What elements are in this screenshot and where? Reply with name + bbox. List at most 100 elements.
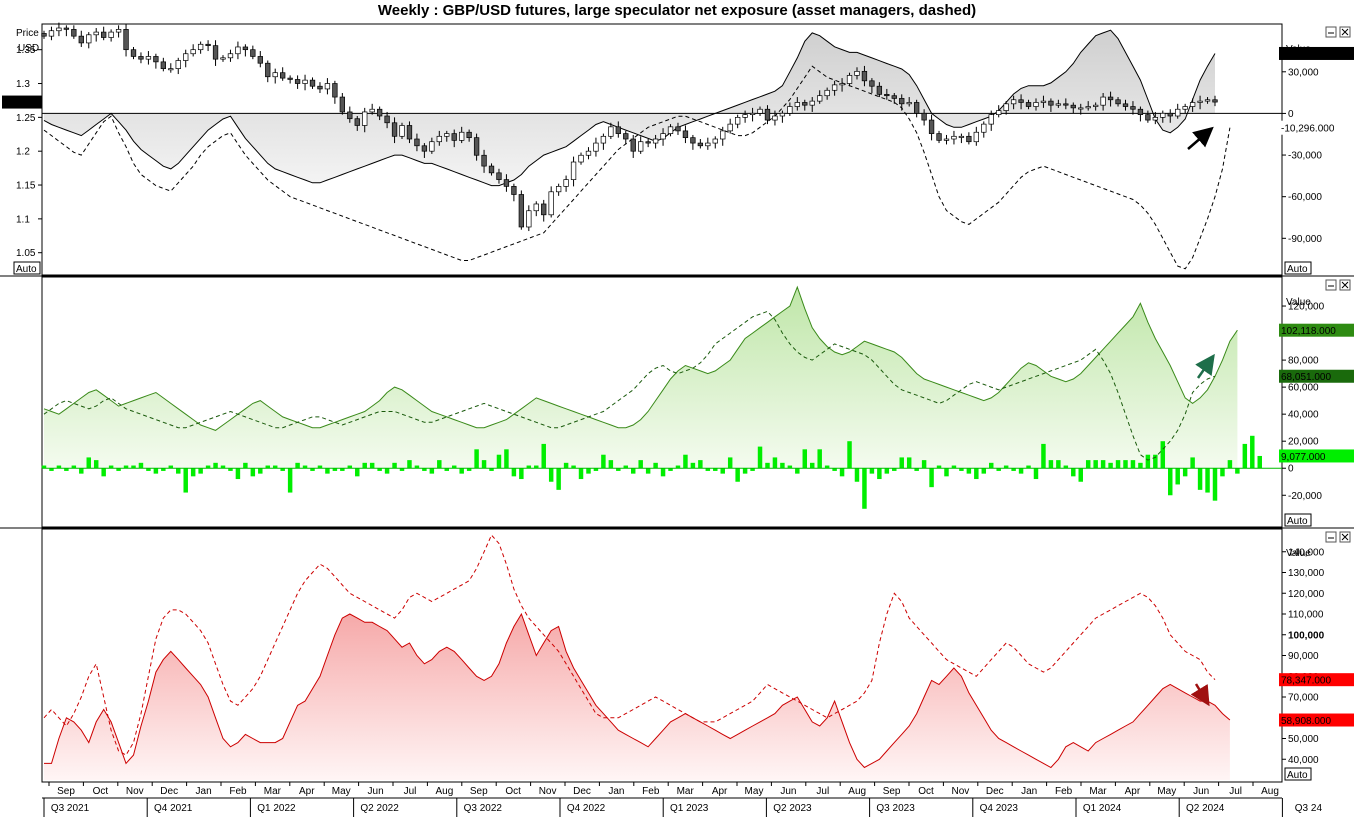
candle-body [451,133,457,141]
candle [705,137,711,150]
candle-body [705,142,711,147]
candle [324,78,331,95]
weekly-change-bar [56,465,62,469]
candle [130,46,137,60]
weekly-change-bar [1220,468,1225,477]
long-pane-window-buttons[interactable] [1325,279,1351,291]
y-tick-label: 30,000 [1288,67,1319,78]
auto-scale-box[interactable] [1284,513,1312,527]
candle-body [93,31,99,36]
value-badge-bg [1279,673,1354,687]
month-label: Jan [1021,786,1037,797]
candle [1175,103,1181,119]
quarter-label: Q1 2024 [1083,803,1122,814]
weekly-change-bar [936,465,942,469]
weekly-change-bar [347,465,353,469]
weekly-change-bar [168,465,174,469]
auto-scale-label[interactable]: Auto [1287,264,1308,275]
candle-body [779,112,786,117]
candle-body [734,117,741,125]
candle-body [913,102,920,114]
candle [928,114,935,141]
candle-body [772,115,778,121]
candle [526,205,532,232]
candle-body [399,125,405,137]
month-label: Feb [642,786,660,797]
weekly-change-bar [526,465,532,469]
auto-scale-toggle[interactable]: Auto [1284,513,1312,527]
weekly-change-bar [601,454,606,469]
candle-body [593,142,599,152]
candle [101,26,107,41]
weekly-change-bar [496,454,502,469]
weekly-change-bar [198,468,203,474]
asset-manager-net-line [43,65,1231,270]
candle [93,28,99,42]
weekly-change-bar [727,457,733,469]
auto-scale-label[interactable]: Auto [16,264,37,275]
weekly-change-bar [780,462,785,469]
candle-body [324,83,331,90]
candle-body [1160,112,1166,118]
weekly-change-bar [1041,443,1046,469]
candle [675,122,681,135]
candle [839,78,845,92]
candle [824,87,830,100]
quarter-label: Q1 2022 [257,803,296,814]
weekly-change-bar [1108,462,1113,469]
candle [280,67,286,81]
candle [921,109,927,126]
auto-scale-toggle[interactable]: Auto [1284,261,1312,275]
weekly-change-bar [362,462,367,469]
candle-body [943,138,950,141]
month-label: Mar [677,786,695,797]
minimize-icon[interactable] [1325,531,1337,543]
minimize-icon[interactable] [1325,279,1337,291]
candle-body [787,106,793,114]
weekly-change-bar [295,462,300,469]
candle [1182,103,1188,114]
weekly-change-bar [892,468,897,471]
price-pane-window-buttons[interactable] [1325,26,1351,38]
candle-body [466,131,472,139]
auto-scale-label[interactable]: Auto [1287,770,1308,781]
candle-body [638,141,644,152]
weekly-change-bar [1212,468,1218,501]
candle-body [115,29,122,33]
auto-scale-label[interactable]: Auto [1287,516,1308,527]
candle-body [473,137,480,156]
quarter-label: Q2 2024 [1186,803,1225,814]
auto-scale-box[interactable] [1284,261,1312,275]
quarter-label: Q1 2023 [670,803,709,814]
candle-body [884,93,890,97]
auto-scale-box[interactable] [13,261,41,275]
candle [764,105,771,125]
weekly-change-bar [504,449,509,469]
candle [145,51,152,65]
candle-body [615,126,621,134]
candle [41,30,47,39]
value-badge-bg [1278,120,1354,135]
month-label: Nov [952,786,970,797]
candle [817,90,823,104]
candle-body [421,145,428,152]
weekly-change-bar [49,468,54,471]
weekly-change-bar [131,465,136,469]
month-label: Dec [573,786,591,797]
candle [190,44,196,57]
auto-scale-toggle[interactable]: Auto [13,261,41,275]
candle [936,130,942,144]
candle-body [153,56,159,63]
short-pane-window-buttons[interactable] [1325,531,1351,543]
weekly-change-bar [929,468,934,488]
candle-body [436,135,442,143]
weekly-change-bar [1123,460,1128,469]
candle-body [988,114,994,125]
quarter-label: Q3 2023 [876,803,915,814]
auto-scale-box[interactable] [1284,767,1312,781]
weekly-change-bar [205,465,211,469]
candle [369,103,375,115]
minimize-icon[interactable] [1325,26,1337,38]
auto-scale-toggle[interactable]: Auto [1284,767,1312,781]
month-label: Oct [505,786,521,797]
